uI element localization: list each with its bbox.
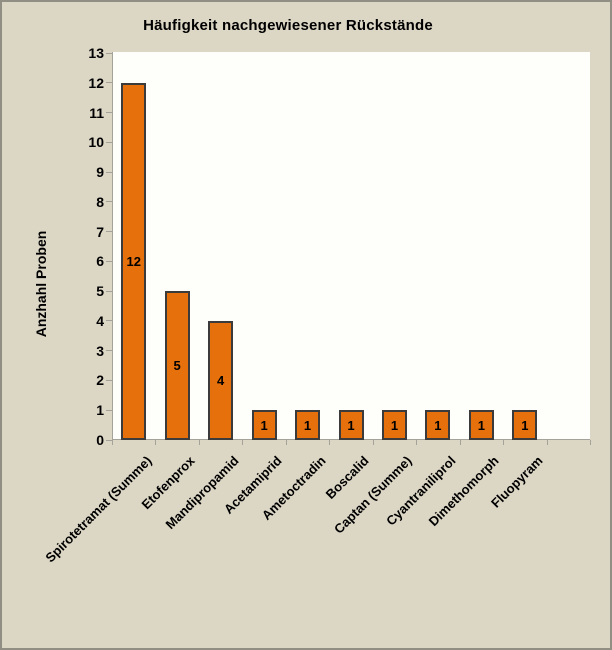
y-axis-tick-label: 5 bbox=[96, 283, 104, 300]
bar: 1 bbox=[295, 410, 321, 440]
y-axis-tick bbox=[106, 231, 113, 233]
x-axis-tick bbox=[155, 440, 157, 445]
x-axis-tick bbox=[112, 440, 113, 445]
bar-value-label: 1 bbox=[390, 417, 399, 433]
bar-value-label: 1 bbox=[303, 417, 312, 433]
x-axis-tick bbox=[372, 440, 374, 445]
x-axis-tick bbox=[285, 440, 287, 445]
y-axis-tick-label: 9 bbox=[96, 164, 104, 181]
y-axis-tick-label: 3 bbox=[96, 342, 104, 359]
y-axis-tick bbox=[106, 52, 113, 54]
x-axis-label: Ametoctradin bbox=[258, 453, 329, 523]
x-axis-tick bbox=[503, 440, 505, 445]
bar: 1 bbox=[338, 410, 364, 440]
y-axis-tick bbox=[106, 290, 113, 292]
x-axis-label: Captan (Summe) bbox=[331, 453, 416, 537]
y-axis-tick-label: 0 bbox=[96, 432, 104, 448]
y-axis-tick-label: 4 bbox=[96, 312, 104, 329]
bar: 1 bbox=[381, 410, 407, 440]
x-axis-tick bbox=[546, 440, 548, 445]
x-axis-tick bbox=[198, 440, 200, 445]
bar: 1 bbox=[425, 410, 451, 440]
bar: 5 bbox=[164, 291, 190, 440]
y-axis-tick-label: 12 bbox=[88, 74, 104, 91]
x-axis-label: Mandipropamid bbox=[162, 453, 242, 533]
y-axis-tick bbox=[106, 379, 113, 381]
bar: 4 bbox=[208, 320, 234, 440]
x-axis-label: Cyantraniliprol bbox=[383, 453, 459, 529]
y-axis-tick-label: 8 bbox=[96, 193, 104, 210]
bar-value-label: 1 bbox=[434, 417, 442, 433]
y-axis-tick bbox=[106, 409, 113, 411]
x-axis-label: Dimethomorph bbox=[425, 453, 502, 529]
bar: 1 bbox=[251, 410, 277, 440]
plot-area bbox=[112, 52, 590, 440]
x-axis-label: Etofenprox bbox=[138, 453, 198, 513]
y-axis-tick bbox=[106, 260, 113, 262]
bar-value-label: 12 bbox=[126, 253, 141, 269]
x-axis-tick bbox=[242, 440, 244, 445]
y-axis-tick bbox=[106, 112, 113, 114]
y-axis-tick bbox=[106, 439, 113, 441]
bar: 1 bbox=[468, 410, 494, 440]
bar-value-label: 4 bbox=[217, 372, 225, 388]
bar-value-label: 5 bbox=[173, 358, 181, 374]
y-axis-tick-label: 13 bbox=[88, 45, 104, 61]
y-axis-tick-label: 10 bbox=[88, 134, 104, 151]
y-axis-tick-label: 1 bbox=[96, 402, 104, 419]
x-axis-label: Fluopyram bbox=[487, 453, 546, 511]
y-axis-tick bbox=[106, 350, 113, 352]
y-axis-tick-label: 7 bbox=[96, 223, 104, 240]
chart-title: Häufigkeit nachgewiesener Rückstände bbox=[143, 17, 433, 34]
y-axis-tick-label: 6 bbox=[96, 253, 104, 270]
x-axis-tick bbox=[329, 440, 331, 445]
bar-value-label: 1 bbox=[521, 417, 529, 433]
bar: 12 bbox=[121, 82, 147, 440]
y-axis-tick bbox=[106, 320, 113, 322]
x-axis-tick bbox=[416, 440, 418, 445]
y-axis-tick bbox=[106, 141, 113, 143]
y-axis-title: Anzhahl Proben bbox=[33, 230, 49, 338]
bar-value-label: 1 bbox=[477, 417, 485, 433]
bar-value-label: 1 bbox=[347, 417, 355, 433]
x-axis-tick bbox=[459, 440, 461, 445]
x-axis-tick bbox=[590, 440, 591, 445]
y-axis-tick bbox=[106, 201, 113, 203]
y-axis-tick-label: 11 bbox=[89, 104, 104, 121]
y-axis-tick-label: 2 bbox=[96, 372, 104, 389]
x-axis-label: Boscalid bbox=[322, 453, 372, 502]
bar: 1 bbox=[512, 410, 538, 440]
y-axis-tick bbox=[106, 82, 113, 84]
x-axis-label: Acetamiprid bbox=[220, 453, 285, 517]
y-axis-tick bbox=[106, 171, 113, 173]
bar-value-label: 1 bbox=[260, 417, 268, 433]
